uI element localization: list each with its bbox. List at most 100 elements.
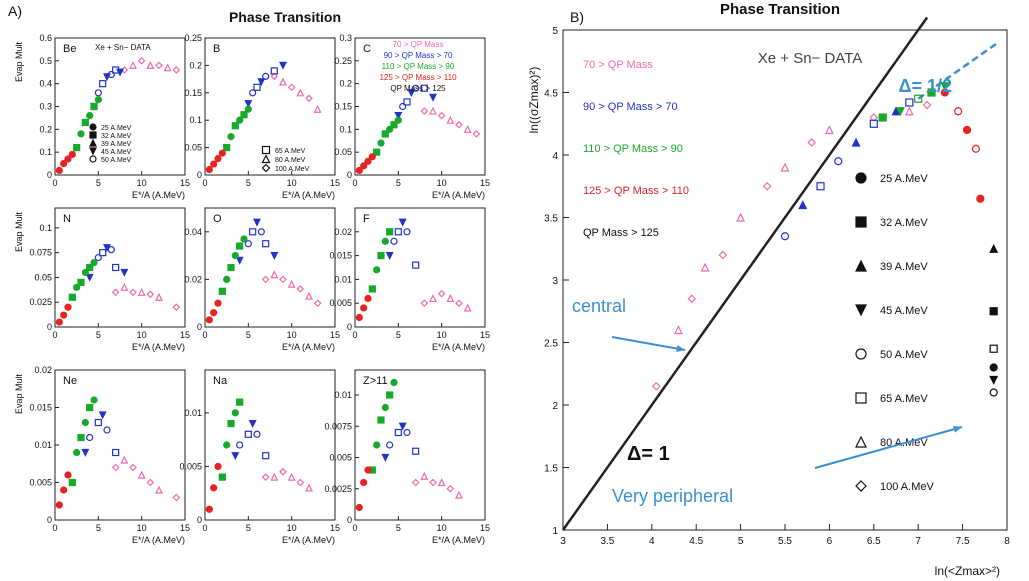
data-point-pink <box>137 56 146 65</box>
data-point-blue <box>399 102 407 111</box>
legend-energy-text: 25 A.MeV <box>880 173 928 185</box>
legend-marker <box>855 435 867 448</box>
x-tick-label: 4 <box>649 536 655 547</box>
data-point-green <box>373 266 381 274</box>
left-panels-grid: 0 5 10 15 0 0.1 0.2 0.3 0.4 0.5 0.6 Be E*/A (A.MeV) E… <box>14 33 490 545</box>
y-tick-label: 0.02 <box>184 274 202 284</box>
x-tick-label: 5 <box>246 330 251 340</box>
data-point-blue <box>891 106 901 116</box>
subplot-na: 0 5 10 15 0 0.005 0.01 Na E*/A (A.MeV) <box>179 369 340 545</box>
y-tick-label: 0.15 <box>184 88 202 98</box>
x-axis-label: E*/A (A.MeV) <box>432 190 485 200</box>
right-title: Phase Transition <box>720 1 840 18</box>
data-point-pink <box>313 104 322 113</box>
y-tick-label: 0.3 <box>39 102 52 112</box>
data-point-blue <box>107 246 115 254</box>
x-axis-label: E*/A (A.MeV) <box>282 190 335 200</box>
y-tick-label: 0.15 <box>334 102 352 112</box>
data-point-green <box>940 82 950 92</box>
legend-marker <box>89 131 97 139</box>
data-point-blue <box>412 261 420 269</box>
data-point-green <box>914 94 923 103</box>
right-y-axis-label: ln((σZmax)²) <box>527 67 541 134</box>
data-point-pink <box>420 299 429 308</box>
legend-mass-text: 110 > QP Mass > 90 <box>382 62 455 71</box>
data-point-pink <box>146 61 155 70</box>
legend-marker <box>89 155 97 163</box>
data-point-red <box>64 155 72 163</box>
data-point-green <box>73 448 81 457</box>
data-point-green <box>386 228 394 236</box>
data-point-pink <box>437 478 446 487</box>
legend-marker <box>855 348 867 360</box>
y-axis-label: Evap Mult <box>14 374 24 415</box>
data-point-green <box>223 144 231 152</box>
data-point-blue <box>270 252 279 260</box>
x-tick-label: 10 <box>137 523 147 533</box>
data-point-green <box>86 263 94 272</box>
data-point-blue <box>262 240 270 248</box>
annotation-delta-1: Δ= 1 <box>627 443 670 465</box>
data-point-red <box>64 471 72 479</box>
data-point-blue <box>403 428 411 437</box>
y-tick-label: 3.5 <box>544 214 558 225</box>
data-point-pink <box>270 270 279 279</box>
data-point-green <box>390 121 398 129</box>
data-point-green <box>86 403 94 412</box>
x-tick-label: 5 <box>738 536 744 547</box>
data-point-blue <box>253 430 261 438</box>
y-tick-label: 0.075 <box>29 248 52 258</box>
data-point-blue <box>94 418 102 427</box>
data-point-pink <box>463 124 472 133</box>
y-tick-label: 0.2 <box>189 60 202 70</box>
y-tick-label: 0.01 <box>334 274 352 284</box>
data-point-red <box>360 478 368 487</box>
data-point-green <box>373 441 381 449</box>
data-point-pink <box>455 120 463 129</box>
data-point-pink <box>120 282 129 291</box>
data-point-green <box>223 275 231 283</box>
y-tick-label: 0 <box>347 515 352 525</box>
data-point-blue <box>94 89 102 97</box>
data-point-blue <box>112 448 120 457</box>
y-tick-label: 0 <box>47 515 52 525</box>
left-data-label: Xe + Sn− DATA <box>95 43 151 52</box>
data-point-blue <box>85 273 94 282</box>
data-point-red <box>210 160 218 168</box>
y-tick-label: 0.005 <box>329 453 352 463</box>
fit-line-delta-1 <box>561 16 929 531</box>
legend-marker <box>855 259 867 272</box>
x-tick-label: 3.5 <box>600 536 614 547</box>
data-point-blue <box>99 80 107 88</box>
data-point-pink <box>446 294 455 303</box>
data-point-pink <box>420 107 429 115</box>
data-point-pink <box>155 292 163 301</box>
data-point-red <box>364 294 372 303</box>
x-tick-label: 15 <box>330 178 340 188</box>
data-point-green <box>377 139 385 147</box>
arrow-peripheral <box>814 425 963 469</box>
y-tick-label: 0.0075 <box>324 421 352 431</box>
legend-energy-text: 45 A.MeV <box>880 305 928 317</box>
legend-marker <box>89 123 97 131</box>
data-point-pink <box>313 299 322 308</box>
y-axis-label: Evap Mult <box>14 42 24 83</box>
data-point-pink <box>111 288 120 297</box>
data-point-pink <box>736 212 746 222</box>
legend-energy-text: 45 A.MeV <box>101 149 132 156</box>
y-tick-label: 3 <box>552 276 558 287</box>
data-point-pink <box>155 61 163 70</box>
panel-label-b: B) <box>570 9 584 25</box>
x-tick-label: 15 <box>180 178 190 188</box>
data-point-red <box>205 505 213 513</box>
data-point-blue <box>235 256 244 265</box>
x-tick-label: 10 <box>137 178 147 188</box>
x-axis-label: E*/A (A.MeV) <box>282 535 335 545</box>
data-point-blue <box>412 84 420 92</box>
subplot-element-label: Be <box>63 43 76 55</box>
annotation-delta-half: Δ= 1/2 <box>899 76 952 96</box>
data-point-green <box>77 130 85 138</box>
data-point-green <box>381 130 389 138</box>
x-tick-label: 5 <box>396 330 401 340</box>
data-point-blue <box>394 112 403 120</box>
